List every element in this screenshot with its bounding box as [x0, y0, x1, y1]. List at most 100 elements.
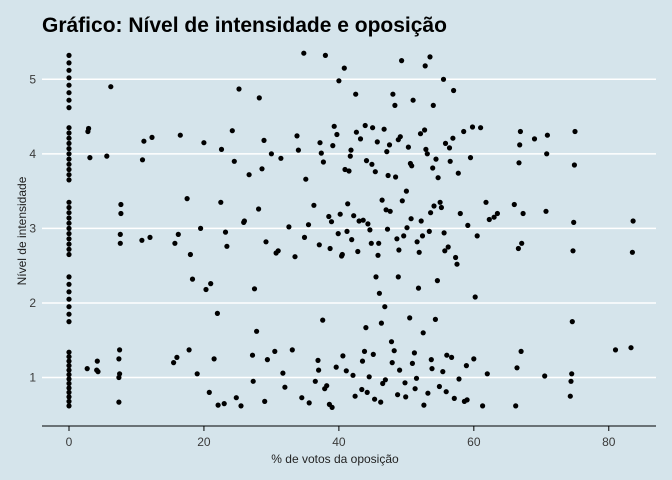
data-point	[570, 248, 576, 254]
data-point	[465, 222, 471, 228]
data-point	[214, 310, 220, 316]
data-point	[418, 218, 424, 224]
data-point	[571, 219, 577, 225]
data-point	[422, 63, 428, 69]
data-point	[95, 369, 101, 375]
data-point	[426, 228, 432, 234]
data-point	[299, 395, 305, 401]
data-point	[517, 128, 524, 135]
data-point	[423, 146, 429, 152]
data-point	[531, 136, 538, 142]
data-point	[425, 390, 431, 396]
data-point	[66, 311, 72, 317]
data-point	[256, 206, 262, 212]
data-point	[66, 304, 72, 310]
data-point	[494, 210, 500, 217]
data-point	[330, 143, 336, 149]
data-point	[272, 348, 278, 354]
data-point	[437, 199, 443, 205]
data-point	[362, 122, 368, 129]
data-point	[66, 215, 72, 221]
data-point	[66, 358, 72, 364]
data-point	[378, 320, 384, 326]
data-point	[194, 371, 200, 377]
data-point	[66, 398, 72, 404]
data-point	[66, 210, 72, 216]
data-point	[149, 134, 155, 140]
data-point	[184, 196, 190, 202]
data-point	[387, 208, 393, 214]
data-point	[104, 153, 110, 159]
data-point	[315, 357, 321, 363]
data-point	[66, 140, 72, 146]
chart-title: Gráfico: Nível de intensidade e oposição	[42, 14, 447, 37]
data-point	[361, 348, 368, 354]
data-point	[261, 137, 267, 143]
data-point	[312, 378, 318, 384]
data-point	[262, 398, 268, 404]
data-point	[249, 352, 256, 358]
data-point	[399, 58, 405, 64]
data-point	[372, 396, 378, 402]
data-point	[449, 354, 455, 360]
data-point	[422, 127, 428, 133]
data-point	[480, 403, 486, 409]
data-point	[317, 140, 323, 146]
data-point	[139, 237, 145, 243]
data-point	[411, 350, 417, 356]
data-point	[345, 201, 351, 207]
data-point	[364, 389, 370, 395]
data-point	[66, 380, 72, 387]
y-tick-label-2: 2	[29, 296, 36, 310]
data-point	[328, 219, 335, 225]
data-point	[511, 201, 517, 208]
data-point	[342, 166, 348, 173]
data-point	[66, 199, 72, 205]
data-point	[393, 174, 399, 180]
data-point	[350, 372, 356, 378]
data-point	[236, 86, 242, 92]
data-point	[66, 125, 72, 131]
data-point	[542, 373, 548, 379]
data-point	[491, 214, 497, 220]
data-point	[395, 392, 401, 398]
data-point	[543, 208, 549, 214]
data-point	[360, 217, 366, 223]
data-point	[294, 133, 300, 139]
data-point	[66, 394, 72, 400]
data-point	[394, 236, 400, 242]
data-point	[117, 240, 123, 246]
data-point	[467, 155, 474, 161]
data-point	[147, 234, 153, 240]
data-point	[412, 386, 418, 392]
data-point	[567, 393, 573, 399]
data-point	[118, 201, 124, 208]
data-point	[379, 197, 385, 203]
data-point	[66, 75, 72, 81]
data-point	[117, 371, 123, 377]
data-point	[442, 140, 449, 146]
data-point	[571, 162, 578, 168]
y-tick-label-1: 1	[29, 371, 36, 385]
data-point	[177, 132, 183, 138]
data-point	[413, 375, 420, 381]
data-point	[289, 347, 295, 353]
data-point	[405, 144, 411, 150]
data-point	[441, 230, 447, 236]
data-point	[395, 274, 401, 280]
data-point	[359, 386, 365, 393]
data-point	[378, 399, 384, 405]
data-point	[382, 377, 388, 383]
y-tick-label-4: 4	[29, 147, 36, 161]
data-point	[483, 199, 489, 205]
data-point	[569, 319, 575, 325]
data-point	[66, 372, 72, 378]
data-point	[416, 249, 422, 255]
data-point	[478, 125, 484, 131]
data-point	[424, 151, 430, 157]
data-point	[259, 166, 265, 172]
data-point	[417, 131, 424, 137]
data-point	[339, 253, 345, 259]
data-point	[357, 136, 364, 142]
data-point	[457, 210, 463, 217]
